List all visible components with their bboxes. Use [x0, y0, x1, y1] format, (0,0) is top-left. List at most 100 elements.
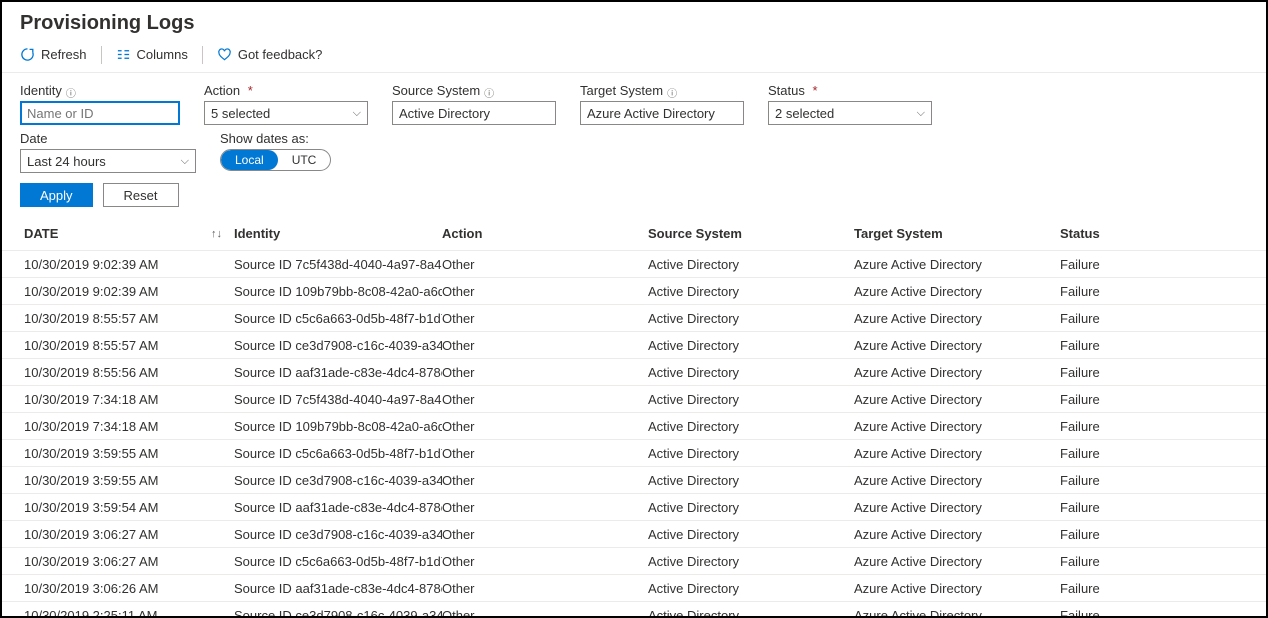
table-row[interactable]: 10/30/2019 3:59:54 AMSource ID aaf31ade-…	[2, 494, 1266, 521]
cell-date: 10/30/2019 3:59:55 AM	[24, 446, 234, 461]
cell-action: Other	[442, 527, 648, 542]
status-select[interactable]: 2 selected ⌵	[768, 101, 932, 125]
table-row[interactable]: 10/30/2019 3:59:55 AMSource ID ce3d7908-…	[2, 467, 1266, 494]
refresh-button[interactable]: Refresh	[20, 45, 87, 64]
status-label: Status *	[768, 83, 932, 98]
columns-icon	[116, 47, 131, 62]
table-row[interactable]: 10/30/2019 7:34:18 AMSource ID 109b79bb-…	[2, 413, 1266, 440]
toolbar-separator	[101, 46, 102, 64]
cell-action: Other	[442, 554, 648, 569]
filters-row-1: Identity ⓘ Action * 5 selected ⌵ Source …	[2, 73, 1266, 131]
cell-target: Azure Active Directory	[854, 311, 1060, 326]
table-row[interactable]: 10/30/2019 8:55:57 AMSource ID c5c6a663-…	[2, 305, 1266, 332]
apply-button[interactable]: Apply	[20, 183, 93, 207]
cell-identity: Source ID aaf31ade-c83e-4dc4-878c-da25	[234, 365, 442, 380]
table-row[interactable]: 10/30/2019 3:06:26 AMSource ID aaf31ade-…	[2, 575, 1266, 602]
cell-date: 10/30/2019 7:34:18 AM	[24, 392, 234, 407]
date-select[interactable]: Last 24 hours ⌵	[20, 149, 196, 173]
table-row[interactable]: 10/30/2019 2:25:11 AMSource ID ce3d7908-…	[2, 602, 1266, 618]
toolbar: Refresh Columns Got feedback?	[2, 41, 1266, 72]
column-header-target[interactable]: Target System	[854, 226, 1060, 241]
columns-button[interactable]: Columns	[116, 45, 188, 64]
cell-source: Active Directory	[648, 473, 854, 488]
cell-source: Active Directory	[648, 527, 854, 542]
identity-label: Identity ⓘ	[20, 83, 180, 98]
cell-target: Azure Active Directory	[854, 257, 1060, 272]
cell-target: Azure Active Directory	[854, 446, 1060, 461]
cell-date: 10/30/2019 3:06:27 AM	[24, 554, 234, 569]
info-icon: ⓘ	[667, 85, 679, 97]
cell-date: 10/30/2019 9:02:39 AM	[24, 284, 234, 299]
cell-identity: Source ID ce3d7908-c16c-4039-a346-b72	[234, 608, 442, 618]
cell-identity: Source ID 7c5f438d-4040-4a97-8a45-9d6	[234, 392, 442, 407]
target-system-select[interactable]: Azure Active Directory	[580, 101, 744, 125]
feedback-button[interactable]: Got feedback?	[217, 45, 323, 64]
cell-date: 10/30/2019 8:55:57 AM	[24, 311, 234, 326]
table-header: DATE ↑↓ Identity Action Source System Ta…	[2, 217, 1266, 251]
table-row[interactable]: 10/30/2019 3:06:27 AMSource ID c5c6a663-…	[2, 548, 1266, 575]
cell-date: 10/30/2019 7:34:18 AM	[24, 419, 234, 434]
cell-action: Other	[442, 419, 648, 434]
cell-source: Active Directory	[648, 446, 854, 461]
cell-status: Failure	[1060, 257, 1258, 272]
cell-identity: Source ID 109b79bb-8c08-42a0-a6d1-8fc	[234, 419, 442, 434]
cell-status: Failure	[1060, 527, 1258, 542]
cell-status: Failure	[1060, 338, 1258, 353]
cell-identity: Source ID c5c6a663-0d5b-48f7-b1d7-ec4	[234, 311, 442, 326]
table-row[interactable]: 10/30/2019 8:55:56 AMSource ID aaf31ade-…	[2, 359, 1266, 386]
cell-action: Other	[442, 581, 648, 596]
cell-identity: Source ID aaf31ade-c83e-4dc4-878c-da25	[234, 500, 442, 515]
column-header-source[interactable]: Source System	[648, 226, 854, 241]
reset-button[interactable]: Reset	[103, 183, 179, 207]
chevron-down-icon: ⌵	[181, 155, 189, 168]
cell-date: 10/30/2019 8:55:56 AM	[24, 365, 234, 380]
source-system-select[interactable]: Active Directory	[392, 101, 556, 125]
columns-label: Columns	[137, 47, 188, 62]
toggle-option-local[interactable]: Local	[221, 150, 278, 170]
action-select[interactable]: 5 selected ⌵	[204, 101, 368, 125]
cell-target: Azure Active Directory	[854, 392, 1060, 407]
cell-action: Other	[442, 257, 648, 272]
cell-identity: Source ID c5c6a663-0d5b-48f7-b1d7-ec4	[234, 446, 442, 461]
column-header-status[interactable]: Status	[1060, 226, 1258, 241]
cell-status: Failure	[1060, 284, 1258, 299]
cell-date: 10/30/2019 8:55:57 AM	[24, 338, 234, 353]
cell-source: Active Directory	[648, 500, 854, 515]
cell-status: Failure	[1060, 608, 1258, 618]
column-header-date[interactable]: DATE ↑↓	[24, 226, 234, 241]
cell-action: Other	[442, 392, 648, 407]
cell-date: 10/30/2019 3:06:26 AM	[24, 581, 234, 596]
cell-status: Failure	[1060, 581, 1258, 596]
table-row[interactable]: 10/30/2019 7:34:18 AMSource ID 7c5f438d-…	[2, 386, 1266, 413]
cell-identity: Source ID 109b79bb-8c08-42a0-a6d1-8fc	[234, 284, 442, 299]
cell-source: Active Directory	[648, 311, 854, 326]
logs-table: DATE ↑↓ Identity Action Source System Ta…	[2, 217, 1266, 618]
table-row[interactable]: 10/30/2019 8:55:57 AMSource ID ce3d7908-…	[2, 332, 1266, 359]
cell-source: Active Directory	[648, 284, 854, 299]
cell-status: Failure	[1060, 365, 1258, 380]
table-row[interactable]: 10/30/2019 3:06:27 AMSource ID ce3d7908-…	[2, 521, 1266, 548]
identity-input[interactable]	[20, 101, 180, 125]
cell-action: Other	[442, 446, 648, 461]
page-title: Provisioning Logs	[2, 2, 1266, 41]
feedback-label: Got feedback?	[238, 47, 323, 62]
cell-status: Failure	[1060, 392, 1258, 407]
table-row[interactable]: 10/30/2019 9:02:39 AMSource ID 7c5f438d-…	[2, 251, 1266, 278]
filters-row-2: Date Last 24 hours ⌵ Show dates as: Loca…	[2, 131, 1266, 179]
target-system-label: Target System ⓘ	[580, 83, 744, 98]
table-row[interactable]: 10/30/2019 9:02:39 AMSource ID 109b79bb-…	[2, 278, 1266, 305]
sort-icon: ↑↓	[211, 228, 234, 240]
show-dates-as-toggle[interactable]: Local UTC	[220, 149, 331, 171]
table-row[interactable]: 10/30/2019 3:59:55 AMSource ID c5c6a663-…	[2, 440, 1266, 467]
cell-action: Other	[442, 338, 648, 353]
cell-source: Active Directory	[648, 257, 854, 272]
column-header-action[interactable]: Action	[442, 226, 648, 241]
cell-status: Failure	[1060, 500, 1258, 515]
cell-target: Azure Active Directory	[854, 608, 1060, 618]
column-header-identity[interactable]: Identity	[234, 226, 442, 241]
cell-source: Active Directory	[648, 419, 854, 434]
cell-action: Other	[442, 473, 648, 488]
toggle-option-utc[interactable]: UTC	[278, 150, 331, 170]
toolbar-separator	[202, 46, 203, 64]
cell-target: Azure Active Directory	[854, 365, 1060, 380]
